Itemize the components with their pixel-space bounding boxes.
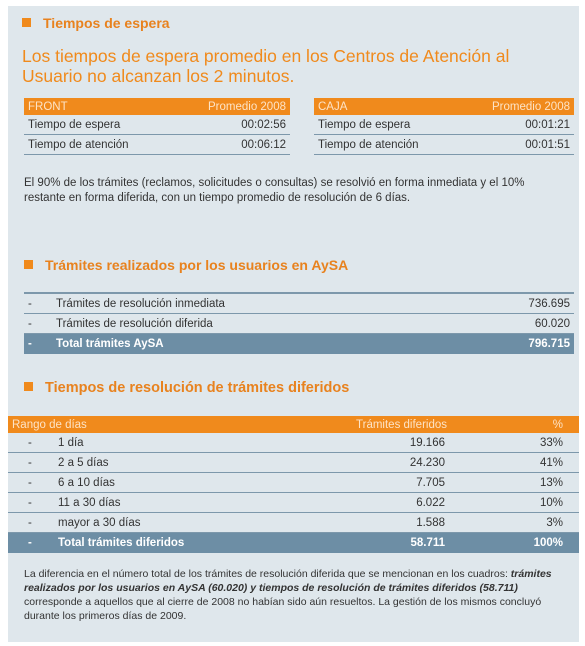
bullet: - (24, 333, 52, 354)
header-cell: Trámites diferidos (283, 416, 449, 433)
bullet: - (8, 472, 54, 493)
headline: Los tiempos de espera promedio en los Ce… (22, 46, 510, 86)
cell: 58.711 (283, 532, 449, 553)
cell: 11 a 30 días (54, 492, 284, 513)
heading-text: Tiempos de resolución de trámites diferi… (45, 380, 350, 396)
cell: Tiempo de atención (24, 134, 173, 155)
cell: 00:01:21 (459, 115, 574, 135)
cell: 736.695 (459, 293, 574, 314)
bullet: - (8, 512, 54, 533)
cell: mayor a 30 días (54, 512, 284, 533)
cell: 24.230 (283, 452, 449, 473)
cell: 6.022 (283, 492, 449, 513)
cell: Tiempo de espera (314, 115, 460, 135)
caja-table: CAJA Promedio 2008 Tiempo de espera 00:01:… (314, 98, 574, 155)
header-cell: FRONT (24, 98, 173, 115)
cell: 13% (449, 472, 579, 493)
bullet: - (24, 313, 52, 334)
header-cell: Rango de días (8, 416, 284, 433)
cell: 19.166 (283, 433, 449, 453)
bullet: - (24, 293, 52, 314)
bullet: - (8, 433, 54, 453)
cell: 796.715 (459, 333, 574, 354)
cell: Total trámites diferidos (54, 532, 284, 553)
header-cell: Promedio 2008 (459, 98, 574, 115)
cell: 10% (449, 492, 579, 513)
cell: 1 día (54, 433, 284, 453)
note-text: La diferencia en el número total de los … (24, 568, 511, 580)
table-row: -2 a 5 días 24.230 41% (8, 452, 579, 473)
cell: Tiempo de espera (24, 115, 173, 135)
cell: 00:06:12 (172, 134, 290, 155)
note-emphasis: trámites realizados por los usuarios en … (24, 568, 552, 594)
heading-text: Tiempos de espera (43, 15, 170, 31)
cell: 2 a 5 días (54, 452, 284, 473)
cell: 6 a 10 días (54, 472, 284, 493)
bullet: - (8, 532, 54, 553)
cell: Trámites de resolución inmediata (52, 293, 460, 314)
cell: Total trámites AySA (52, 333, 460, 354)
note-text: corresponde a aquellos que al cierre de … (24, 596, 542, 622)
document: Tiempos de espera Los tiempos de espera … (8, 6, 579, 642)
note: La diferencia en el número total de los … (24, 567, 564, 623)
cell: 00:02:56 (172, 115, 290, 135)
cell: 100% (449, 532, 579, 553)
cell: Trámites de resolución diferida (52, 313, 460, 334)
header-cell: Promedio 2008 (172, 98, 290, 115)
table-row: - mayor a 30 días 1.588 3% (8, 512, 579, 533)
table-row: -6 a 10 días 7.705 13% (8, 472, 579, 493)
section-heading: Trámites realizados por los usuarios en … (24, 257, 348, 273)
header-cell: % (449, 416, 579, 433)
heading-text: Trámites realizados por los usuarios en … (45, 257, 349, 273)
front-table: FRONT Promedio 2008 Tiempo de espera 00:02… (24, 98, 290, 155)
cell: 41% (449, 452, 579, 473)
cell: Tiempo de atención (314, 134, 460, 155)
cell: 3% (449, 512, 579, 533)
table-row: -1 día 19.166 33% (8, 433, 579, 453)
tramites-table: - Trámites de resolución inmediata 736.695… (24, 292, 574, 354)
cell: 7.705 (283, 472, 449, 493)
cell: 1.588 (283, 512, 449, 533)
paragraph: El 90% de los trámites (reclamos, solici… (24, 177, 525, 204)
cell: 33% (449, 433, 579, 453)
diferidos-table: Rango de días Trámites diferidos% -1 día 1… (8, 416, 579, 553)
bullet: - (8, 452, 54, 473)
cell: 60.020 (459, 313, 574, 334)
section-heading: Tiempos de resolución de trámites diferi… (24, 380, 349, 396)
cell: 00:01:51 (459, 134, 574, 155)
section-heading: Tiempos de espera (22, 15, 170, 31)
bullet: - (8, 492, 54, 513)
header-cell: CAJA (314, 98, 460, 115)
table-row: -11 a 30 días 6.022 10% (8, 492, 579, 513)
